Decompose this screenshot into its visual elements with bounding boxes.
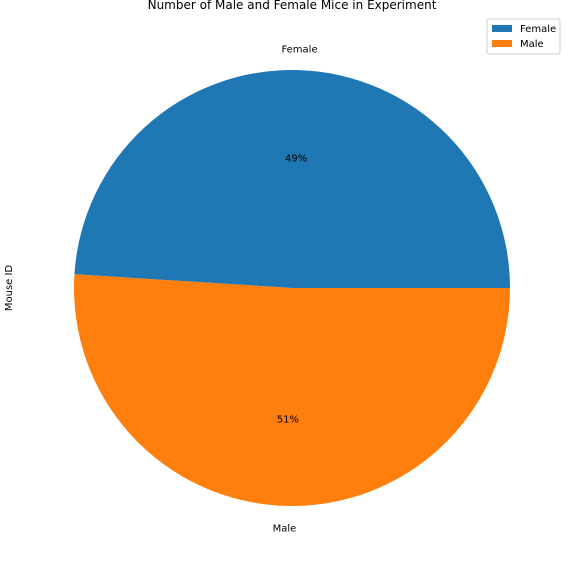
y-axis-label: Mouse ID — [4, 265, 15, 312]
slice-percent-female: 49% — [285, 153, 307, 164]
legend-swatch-female — [492, 25, 512, 32]
chart-title: Number of Male and Female Mice in Experi… — [148, 0, 437, 12]
legend-label-male: Male — [520, 39, 544, 50]
legend-swatch-male — [492, 40, 512, 47]
slice-label-female: Female — [281, 44, 317, 55]
legend-label-female: Female — [520, 24, 556, 35]
pie-slice-male — [73, 274, 510, 507]
pie-slices — [73, 70, 510, 507]
pie-slice-labels: Female 49% Male 51% — [273, 44, 318, 534]
legend: Female Male — [486, 18, 561, 55]
slice-label-male: Male — [273, 524, 297, 535]
pie-slice-female — [74, 70, 510, 288]
slice-percent-male: 51% — [277, 415, 299, 426]
